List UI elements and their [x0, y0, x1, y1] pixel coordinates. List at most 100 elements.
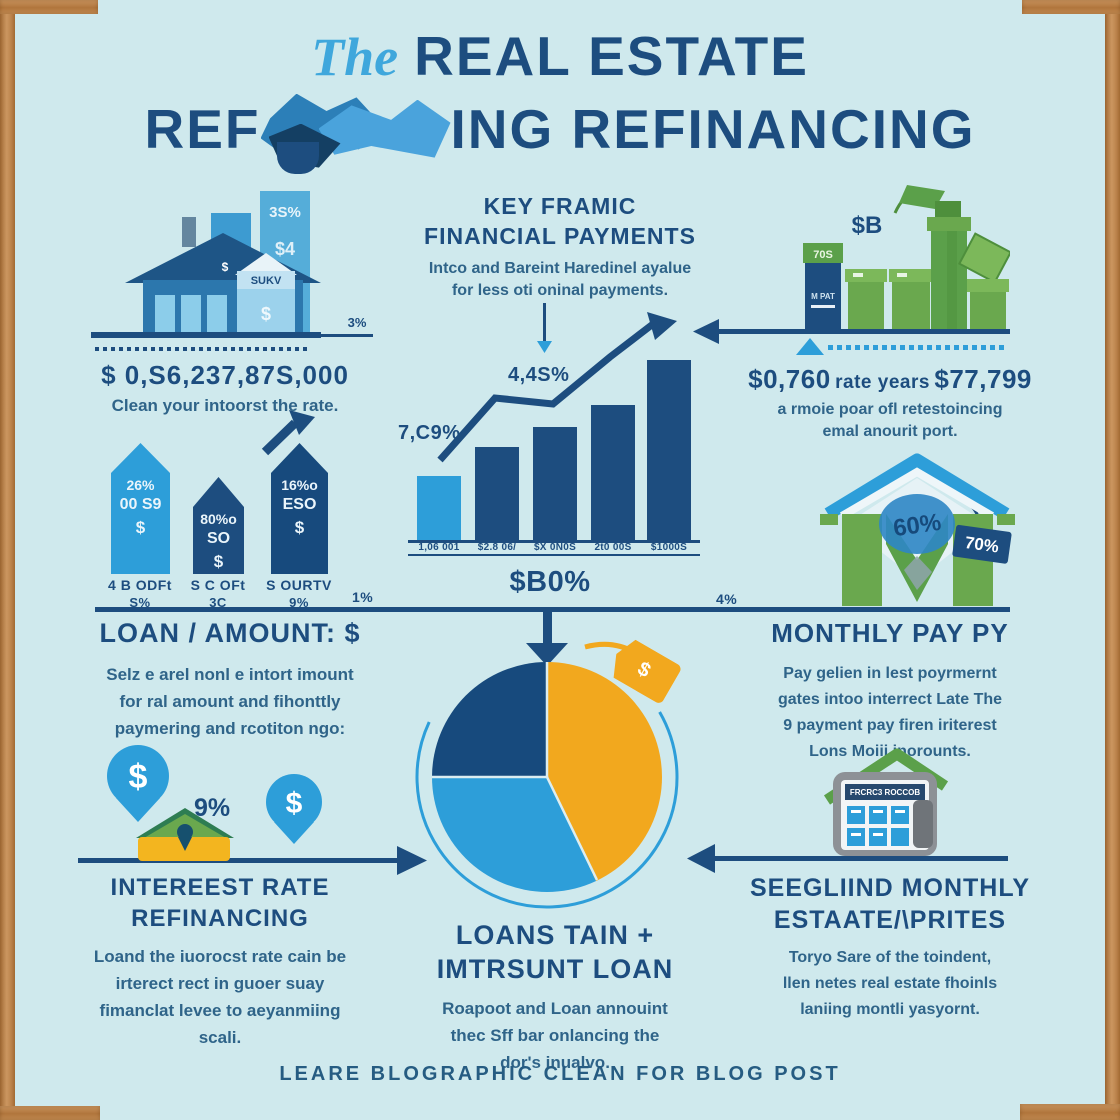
- interest-body: Loand the iuorocst rate cain be irterect…: [60, 943, 380, 1051]
- title-line-2: REF ING REFINANCING: [0, 90, 1120, 174]
- calc-button: [847, 828, 865, 846]
- bank-sign-shape: [803, 243, 843, 263]
- window-shape: [181, 295, 201, 332]
- building-window: [853, 273, 863, 277]
- right-stats-line: $0,760 rate years $77,799: [740, 364, 1040, 395]
- bank-tower-shape: [805, 263, 841, 331]
- house-bar-3-labels: S OURTV 9%: [249, 577, 349, 610]
- dollar-b-label: $B: [852, 212, 883, 239]
- triangle-marker-icon: [796, 338, 824, 355]
- loans-tain-section: LOANS TAIN + IMTRSUNT LOAN Roapoot and L…: [395, 920, 715, 1076]
- pillar-tab-right: [997, 514, 1015, 525]
- shield-house-illustration: 60% 70%: [820, 453, 1015, 606]
- mid-divider-line: [95, 607, 1010, 612]
- mini-pin-icon: [177, 824, 193, 840]
- title-line-1: The REAL ESTATE: [0, 25, 1120, 88]
- chart-x-label-1: 1,06 001: [418, 542, 460, 553]
- bank-door-label: M PAT: [811, 292, 835, 301]
- flag-icon: [899, 185, 945, 209]
- trend-annotation-high: 4,4S%: [508, 364, 570, 386]
- pie-separators: [432, 662, 599, 881]
- monthly-pay-body: Pay gelien in lest poyrmernt gates intoo…: [750, 661, 1030, 765]
- tower-shade: [947, 231, 957, 331]
- window-shape: [207, 295, 227, 332]
- house-bar-1-labels: 4 B ODFt S%: [90, 577, 190, 610]
- price-tag-navy: 70%: [952, 524, 1012, 564]
- house-bar-2-labels: S C OFt 3C: [168, 577, 268, 610]
- seeglind-body-3: laniing montli yasyornt.: [800, 1001, 980, 1018]
- monthly-pay-body-1: Pay gelien in lest poyrmernt: [783, 665, 997, 682]
- loan-amount-body-2: for ral amount and fihonttly: [119, 692, 341, 711]
- house-bar-1: 26% 00 S9 $: [111, 443, 170, 574]
- loans-heading-1: LOANS TAIN +: [455, 920, 655, 950]
- house-bar-3-dollar-icon: $: [294, 518, 305, 537]
- map-pins-illustration: $ $ 9%: [107, 745, 322, 861]
- chart-x-label-3: $X 0N0S: [533, 542, 577, 553]
- tall-building-pct-label: 3S%: [269, 204, 301, 221]
- map-pin-icon-2: [266, 774, 322, 830]
- title-line2-right: ING REFINANCING: [450, 97, 976, 160]
- trend-annotation-low: 7,C9%: [398, 422, 461, 444]
- shield-roof-outer: [824, 453, 1010, 520]
- frame-top-left-tab: [0, 0, 98, 14]
- left-pointing-arrow-icon: [693, 319, 719, 344]
- left-baseline: [91, 332, 321, 338]
- title-line2-left: REF: [144, 97, 261, 160]
- chart-bar-3: [533, 427, 577, 541]
- shield-roof-inner: [839, 467, 995, 520]
- growth-arrow-head: [289, 410, 315, 435]
- mini-pin-point: [178, 837, 192, 851]
- title-script-word: The: [311, 27, 399, 87]
- frame-top-right-tab: [1022, 0, 1120, 14]
- orbit-arc-line: [415, 711, 679, 909]
- building-shape: [970, 292, 1006, 331]
- key-payments-section: KEY FRAMIC FINANCIAL PAYMENTS Intco and …: [380, 193, 740, 300]
- calc-button: [869, 806, 887, 824]
- loans-body-2: thec Sff bar onlancing the: [450, 1026, 660, 1045]
- calc-button-glyph: [873, 810, 883, 813]
- chart-x-label-5: $1000S: [650, 542, 688, 553]
- chart-axis-line: [408, 540, 700, 543]
- footer-text: LEARE BLOGRAPHIC CLEAN FOR BLOG POST: [279, 1063, 841, 1085]
- house-bar-3-sublabel: 9%: [289, 595, 309, 610]
- seeglind-body-2: llen netes real estate fhoinls: [782, 975, 998, 992]
- calc-button: [869, 828, 887, 846]
- bank-door-slit: [811, 305, 835, 308]
- house-bar-3-value: ESO: [282, 496, 317, 513]
- house-bar-2-value: SO: [206, 530, 231, 547]
- building-cap: [845, 269, 887, 282]
- left-tick-label: 3%: [348, 315, 367, 330]
- glitch-shape-4: [276, 141, 319, 174]
- small-building-dollar-icon: $: [261, 304, 271, 324]
- interest-body-2: irterect rect in guoer suay: [115, 974, 325, 993]
- calc-button: [891, 806, 909, 824]
- calc-button-glyph: [873, 833, 883, 836]
- right-stat-2: $77,799: [934, 364, 1032, 394]
- interest-rate-section: INTEREEST RATE REFINANCING Loand the iuo…: [60, 874, 380, 1051]
- house-bar-1-dollar-icon: $: [135, 518, 146, 537]
- small-building-sign: [237, 271, 295, 289]
- house-bar-1-sublabel: S%: [129, 595, 151, 610]
- loans-body-3: dor's inualvo.: [500, 1053, 610, 1072]
- interest-body-1: Loand the iuorocst rate cain be: [93, 947, 347, 966]
- chart-label-underline: [408, 554, 700, 556]
- left-amount-caption: Clean your intoorst the rate.: [111, 396, 339, 415]
- left-amount-block: $ 0,S6,237,87S,000 Clean your intoorst t…: [70, 360, 380, 416]
- right-stats-body-2: emal anourit port.: [822, 423, 958, 440]
- pin-dollar-label: $: [129, 758, 148, 796]
- divider-caption: $B0%: [509, 566, 591, 598]
- chart-bar-2: [475, 447, 519, 541]
- home-cluster-illustration: 3S% $4 $ SUKV $ 3%: [91, 191, 373, 338]
- frame-right-strip: [1105, 0, 1120, 1120]
- monthly-pay-body-2: gates intoo interrect Late The: [777, 691, 1003, 708]
- house-bar-1-value: 00 S9: [119, 496, 162, 513]
- pillar-tab-left: [820, 514, 838, 525]
- interest-body-3: fimanclat levee to aeyanmiing: [99, 1001, 341, 1020]
- house-bar-2-dollar-icon: $: [213, 552, 224, 571]
- shield-tag-label: 70%: [964, 533, 1000, 557]
- small-building-body-shape: [237, 289, 295, 332]
- loans-body-1: Roapoot and Loan annouint: [442, 999, 668, 1018]
- calc-display-label: FRCRC3 ROCCOB: [850, 788, 920, 797]
- trend-arrow-head: [647, 312, 677, 340]
